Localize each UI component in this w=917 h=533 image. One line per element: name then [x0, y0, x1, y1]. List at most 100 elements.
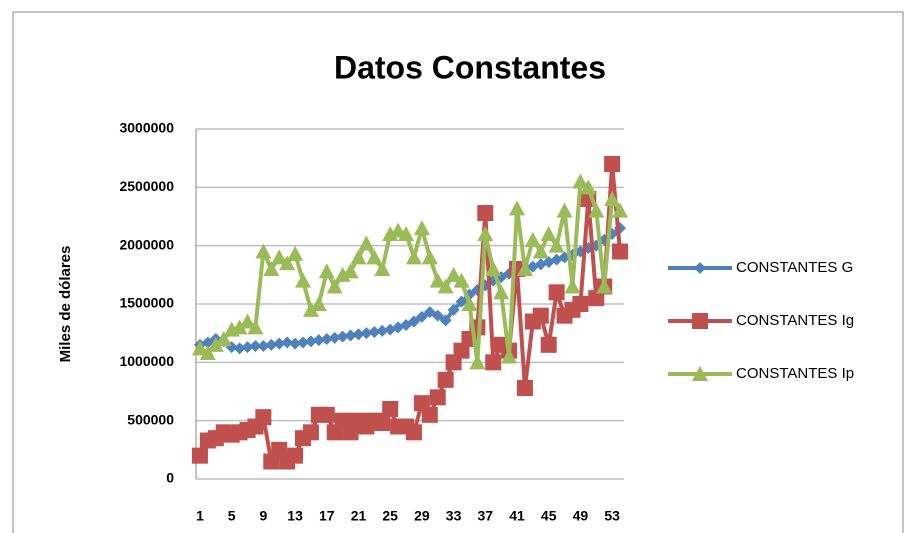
legend-label: CONSTANTES Ig — [736, 312, 854, 329]
point — [241, 341, 254, 354]
y-tick-label: 2000000 — [119, 236, 174, 252]
point — [556, 202, 573, 218]
point — [461, 296, 478, 311]
point — [429, 272, 446, 288]
point — [580, 179, 597, 195]
point — [231, 319, 248, 335]
point — [524, 231, 541, 247]
x-tick-label: 37 — [478, 508, 494, 524]
point — [273, 337, 286, 350]
point — [596, 278, 613, 294]
point — [287, 447, 304, 464]
point — [431, 309, 444, 322]
x-tick-label: 45 — [541, 508, 557, 524]
chart-frame — [12, 11, 904, 533]
point — [588, 202, 605, 218]
chart-title: Datos Constantes — [334, 49, 606, 85]
point — [612, 243, 629, 260]
point — [368, 326, 381, 338]
point — [604, 156, 621, 172]
point — [429, 389, 446, 406]
point — [604, 191, 621, 206]
point — [447, 303, 460, 316]
point — [477, 205, 494, 221]
point — [344, 329, 357, 342]
point — [302, 424, 319, 441]
point — [297, 336, 309, 349]
y-axis-label: Miles de dólares — [57, 246, 74, 363]
point — [312, 334, 325, 347]
y-tick-label: 3000000 — [119, 120, 174, 136]
point — [437, 371, 454, 388]
point — [358, 235, 375, 251]
point — [374, 261, 391, 276]
point — [398, 226, 415, 241]
point — [318, 263, 335, 279]
point — [405, 424, 422, 441]
point — [257, 340, 270, 352]
x-tick-label: 17 — [319, 508, 335, 524]
point — [328, 331, 341, 344]
x-tick-label: 25 — [382, 508, 398, 524]
point — [509, 200, 525, 216]
point — [532, 307, 549, 324]
y-tick-label: 2500000 — [119, 178, 174, 194]
point — [342, 263, 359, 279]
point — [279, 255, 296, 271]
point — [281, 336, 294, 349]
point — [199, 345, 216, 360]
point — [287, 245, 304, 261]
point — [421, 406, 438, 423]
point — [326, 278, 343, 294]
x-tick-label: 33 — [446, 508, 462, 524]
y-tick-label: 0 — [166, 470, 174, 486]
point — [485, 261, 502, 276]
point — [382, 401, 399, 417]
point — [336, 330, 349, 343]
point — [572, 173, 589, 189]
point — [247, 319, 264, 335]
point — [191, 340, 208, 356]
point — [548, 284, 565, 301]
point — [485, 354, 502, 371]
point — [191, 447, 208, 464]
point — [692, 366, 708, 381]
x-tick-label: 13 — [287, 508, 303, 524]
point — [366, 249, 383, 265]
point — [310, 296, 327, 311]
x-tick-label: 53 — [604, 508, 620, 524]
point — [249, 340, 262, 352]
point — [493, 284, 510, 300]
point — [455, 295, 468, 308]
point — [516, 261, 533, 276]
point — [207, 336, 224, 352]
x-tick-label: 5 — [228, 508, 236, 524]
point — [320, 333, 333, 345]
point — [692, 313, 708, 329]
point — [255, 243, 272, 259]
point — [271, 249, 288, 265]
point — [318, 406, 335, 423]
point — [407, 315, 420, 328]
point — [350, 249, 367, 265]
x-tick-label: 29 — [414, 508, 430, 524]
point — [265, 338, 278, 351]
point — [215, 331, 232, 346]
point — [374, 415, 391, 431]
point — [516, 380, 533, 396]
point — [376, 324, 389, 337]
point — [405, 249, 422, 265]
point — [694, 262, 706, 274]
point — [239, 313, 256, 329]
point — [415, 310, 428, 323]
x-tick-label: 21 — [351, 508, 367, 524]
point — [289, 337, 302, 350]
point — [437, 278, 454, 294]
legend-label: CONSTANTES G — [736, 259, 853, 276]
point — [548, 237, 565, 253]
point — [445, 266, 462, 282]
point — [421, 249, 438, 265]
x-tick-label: 49 — [573, 508, 589, 524]
point — [453, 272, 470, 288]
point — [469, 354, 486, 370]
